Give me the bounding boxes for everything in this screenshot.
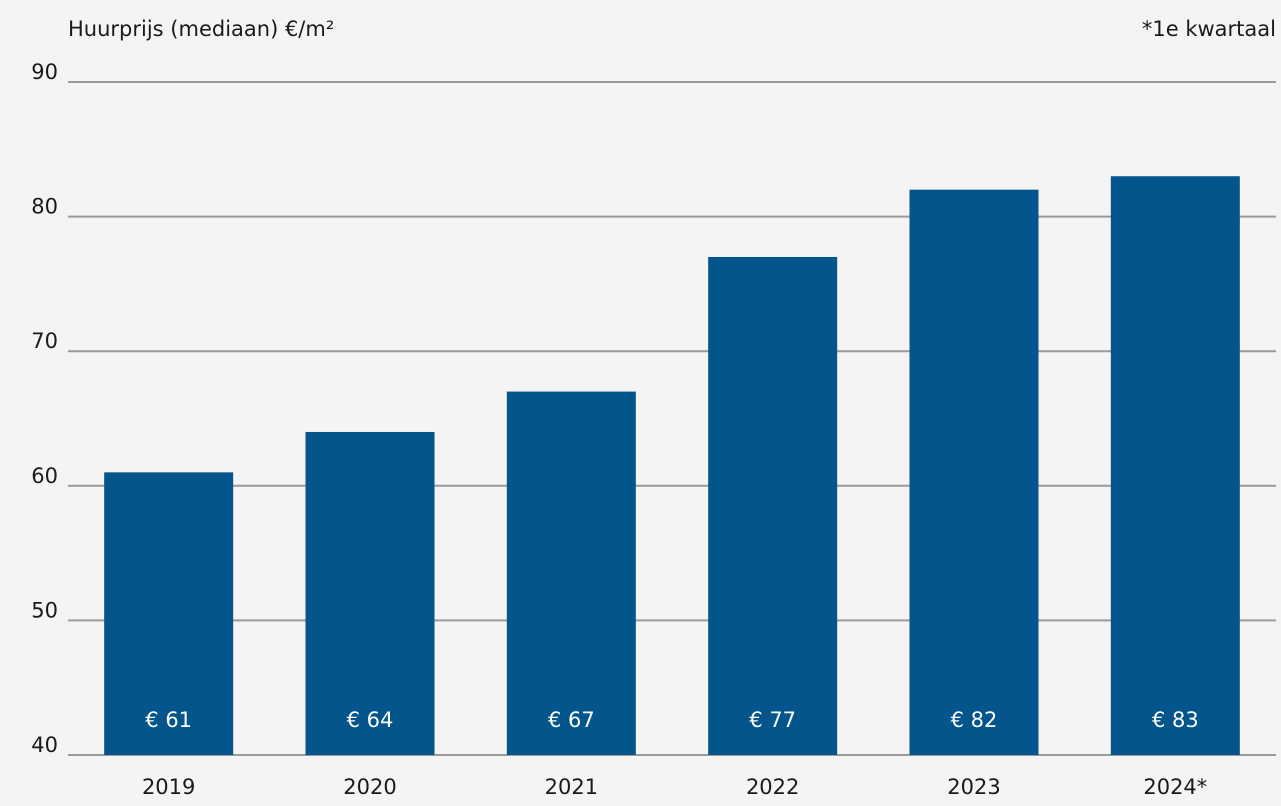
y-tick-label: 90 (31, 60, 58, 84)
y-tick-label: 50 (31, 598, 58, 622)
bar-value-labels: € 61 € 64 € 67 € 77 € 82 € 83 (145, 708, 1198, 732)
y-tick-label: 80 (31, 195, 58, 219)
bar (305, 431, 435, 755)
y-tick-label: 70 (31, 329, 58, 353)
y-axis-label: Huurprijs (mediaan) €/m² (68, 17, 334, 41)
bar-value-label: € 77 (749, 708, 796, 732)
bar (1110, 176, 1240, 756)
gridlines (68, 81, 1276, 756)
y-tick-label: 60 (31, 464, 58, 488)
bars (104, 176, 1240, 756)
bar-value-label: € 61 (145, 708, 192, 732)
x-category-label: 2024* (1143, 775, 1207, 799)
bar-value-label: € 64 (347, 708, 394, 732)
bar (708, 256, 838, 755)
chart-footnote: *1e kwartaal (1142, 17, 1276, 41)
x-category-label: 2019 (142, 775, 195, 799)
y-tick-label: 40 (31, 733, 58, 757)
x-category-label: 2021 (545, 775, 598, 799)
x-category-label: 2020 (343, 775, 396, 799)
x-category-label: 2023 (947, 775, 1000, 799)
bar (506, 391, 636, 755)
x-axis-categories: 2019 2020 2021 2022 2023 2024* (142, 775, 1207, 799)
x-category-label: 2022 (746, 775, 799, 799)
bar-value-label: € 67 (548, 708, 595, 732)
bar (104, 472, 234, 755)
bar (909, 189, 1039, 755)
bar-value-label: € 83 (1152, 708, 1199, 732)
y-axis-ticks: 40 50 60 70 80 90 (31, 60, 58, 757)
bar-value-label: € 82 (951, 708, 998, 732)
